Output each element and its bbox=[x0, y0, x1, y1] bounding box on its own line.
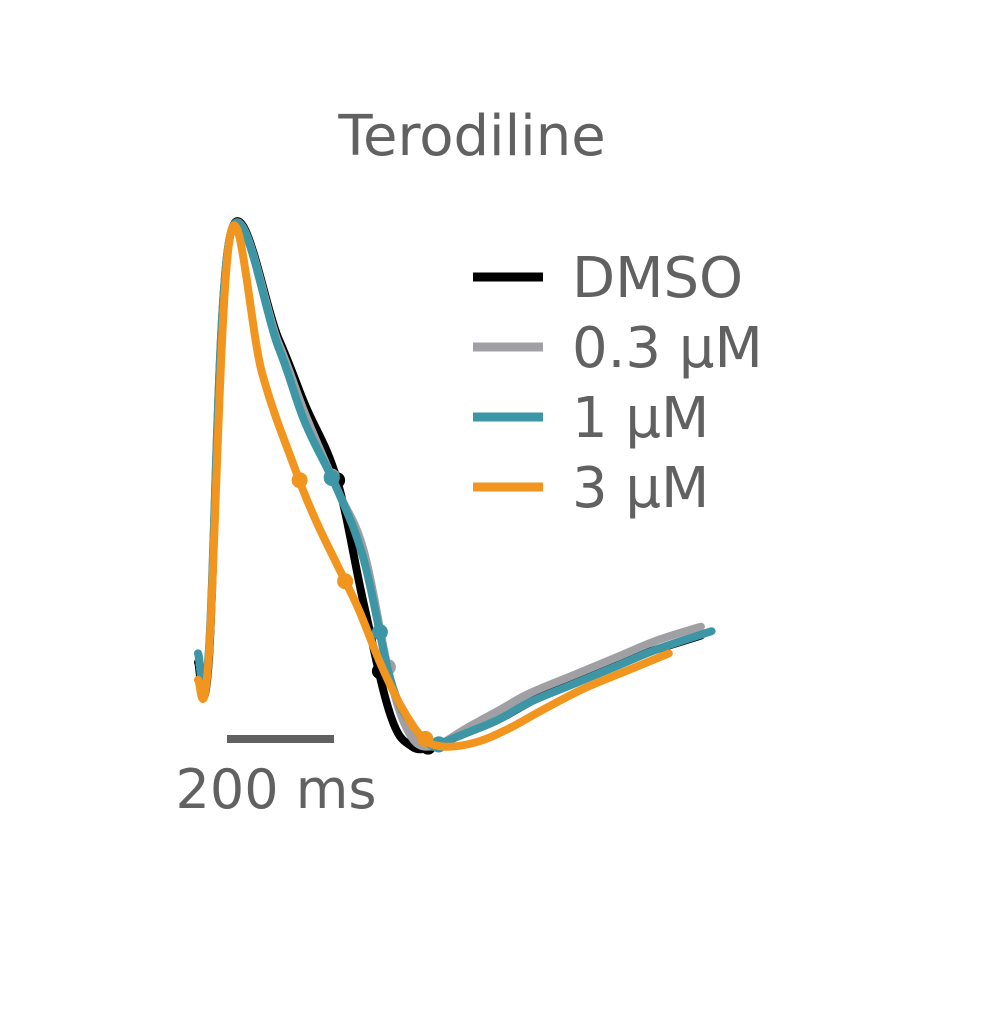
chart-title: Terodiline bbox=[337, 104, 605, 169]
scale-bar-label: 200 ms bbox=[176, 758, 377, 821]
series-line bbox=[194, 221, 673, 751]
legend-label: 1 μM bbox=[572, 386, 709, 451]
traces-group bbox=[194, 217, 716, 755]
legend-label: 0.3 μM bbox=[572, 316, 763, 381]
legend-label: 3 μM bbox=[572, 456, 709, 521]
series-marker bbox=[337, 573, 354, 590]
legend-label: DMSO bbox=[572, 246, 743, 311]
series-3 bbox=[194, 221, 673, 751]
series-marker bbox=[371, 624, 388, 641]
series-marker bbox=[417, 730, 434, 747]
series-marker bbox=[291, 472, 308, 489]
series-marker bbox=[323, 469, 340, 486]
